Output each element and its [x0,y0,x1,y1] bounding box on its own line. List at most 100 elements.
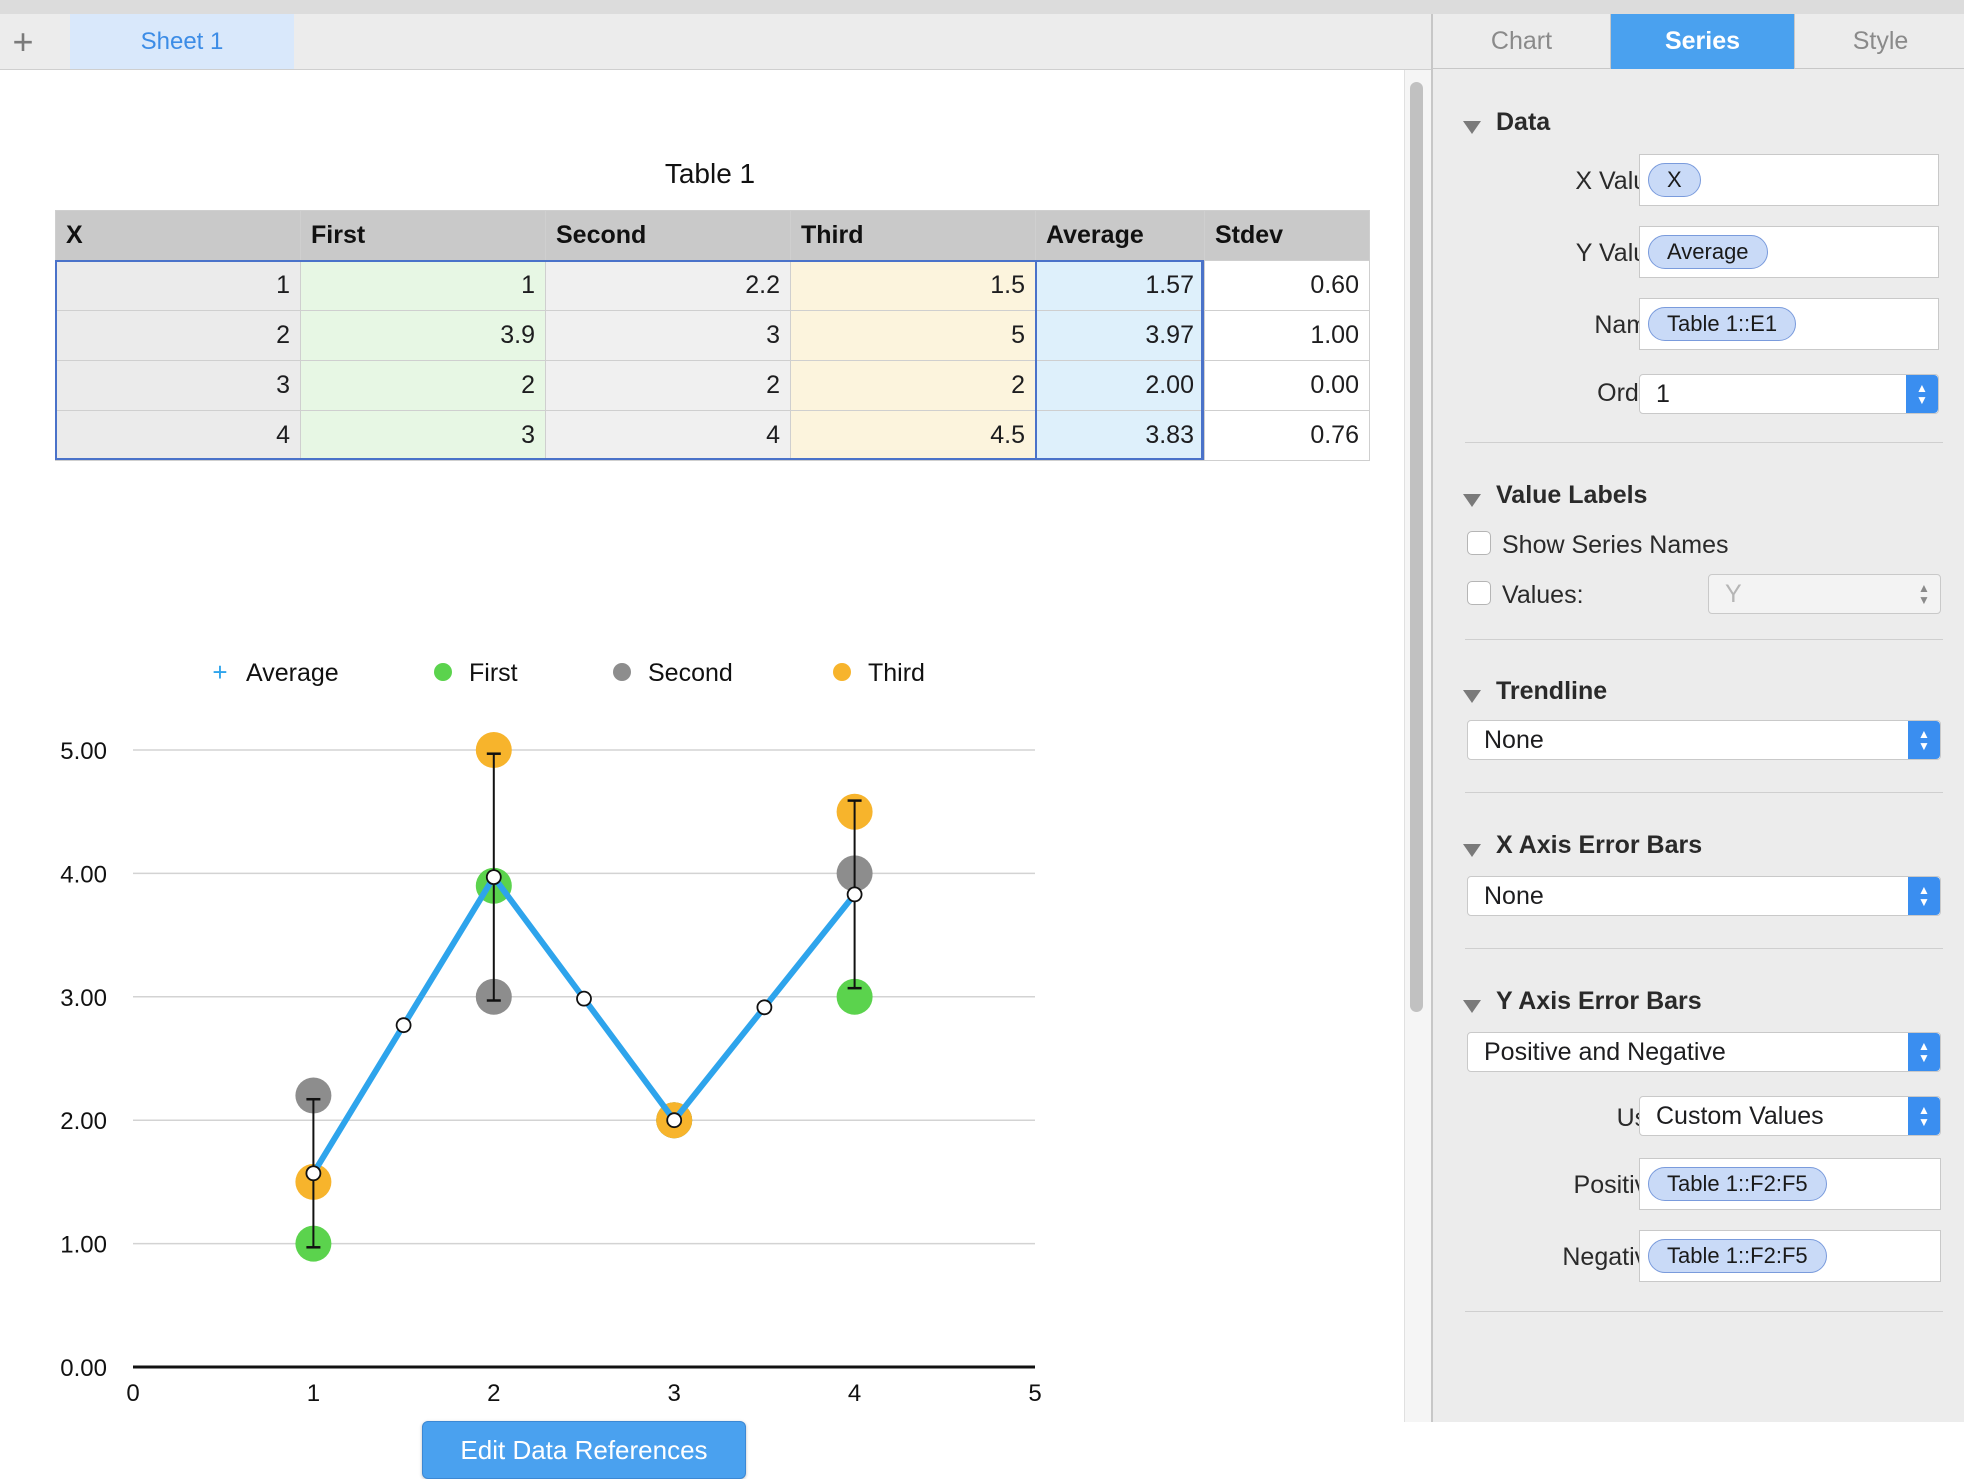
show-series-names-checkbox[interactable] [1467,531,1491,555]
header-cell-second[interactable]: Second [545,210,791,261]
table-cell[interactable]: 1 [55,260,301,311]
use-value: Custom Values [1656,1101,1824,1130]
data-point-average[interactable] [305,1165,322,1182]
table-cell[interactable]: 0.76 [1204,410,1370,461]
trendline-select[interactable]: None ▲ ▼ [1467,720,1941,760]
select-chevron-icon: ▲ ▼ [1906,375,1938,413]
y-value-token[interactable]: Average [1648,235,1768,269]
table-cell[interactable]: 4.5 [790,410,1036,461]
table-cell[interactable]: 0.60 [1204,260,1370,311]
format-inspector: Chart Series Style Data X Value: X Y Val… [1431,14,1964,1422]
table-cell[interactable]: 4 [55,410,301,461]
data-point-third[interactable] [475,732,512,768]
data-point-average[interactable] [485,869,502,886]
section-divider [1465,948,1943,949]
disclosure-triangle-icon[interactable] [1463,690,1481,703]
x-tick-label: 1 [307,1380,320,1407]
name-field[interactable]: Table 1::E1 [1639,298,1939,350]
header-cell-stdev[interactable]: Stdev [1204,210,1370,261]
sheet-tab-bar: + Sheet 1 [0,14,1431,70]
section-divider [1465,792,1943,793]
tab-series[interactable]: Series [1611,14,1794,69]
line-handle-point[interactable] [756,999,773,1016]
section-divider [1465,1311,1943,1312]
table-cell[interactable]: 2 [790,360,1036,411]
table-cell[interactable]: 2.2 [545,260,791,311]
data-point-second[interactable] [295,1077,332,1114]
tab-chart[interactable]: Chart [1433,14,1611,69]
table-cell[interactable]: 3.83 [1035,410,1205,461]
table-row: 1 1 2.2 1.5 1.57 0.60 [55,260,1370,311]
select-chevron-icon: ▲ ▼ [1908,877,1940,915]
positive-field[interactable]: Table 1::F2:F5 [1639,1158,1941,1210]
table-cell[interactable]: 5 [790,310,1036,361]
values-checkbox[interactable] [1467,581,1491,605]
table-cell[interactable]: 3 [545,310,791,361]
line-handle-point[interactable] [395,1017,412,1034]
show-series-names-label: Show Series Names [1502,531,1729,559]
table-cell[interactable]: 3 [55,360,301,411]
disclosure-triangle-icon[interactable] [1463,844,1481,857]
scrollbar-thumb[interactable] [1410,82,1423,1012]
table-cell[interactable]: 1.57 [1035,260,1205,311]
legend-marker-first [434,663,452,681]
table-cell[interactable]: 0.00 [1204,360,1370,411]
section-title-data[interactable]: Data [1496,108,1551,136]
y-error-bars-value: Positive and Negative [1484,1037,1726,1066]
scatter-chart[interactable]: 0.00 1.00 2.00 3.00 4.00 5.00 0 1 2 3 4 5 + Average Fi… [0,640,1100,1410]
disclosure-triangle-icon[interactable] [1463,121,1481,134]
table-cell[interactable]: 1.5 [790,260,1036,311]
use-select[interactable]: Custom Values ▲ ▼ [1639,1096,1941,1136]
name-token[interactable]: Table 1::E1 [1648,307,1797,341]
section-title-x-error-bars[interactable]: X Axis Error Bars [1496,831,1703,859]
trendline-value: None [1484,725,1544,754]
table-cell[interactable]: 3.9 [300,310,546,361]
add-sheet-button[interactable]: + [12,20,34,62]
values-select[interactable]: Y ▲ ▼ [1708,574,1941,614]
table-cell[interactable]: 1.00 [1204,310,1370,361]
section-title-trendline[interactable]: Trendline [1496,677,1608,705]
table-cell[interactable]: 2.00 [1035,360,1205,411]
y-tick-label: 4.00 [60,861,107,888]
order-select[interactable]: 1 ▲ ▼ [1639,374,1939,414]
header-cell-average[interactable]: Average [1035,210,1205,261]
values-select-value: Y [1725,579,1742,608]
table-cell[interactable]: 2 [300,360,546,411]
table-cell[interactable]: 1 [300,260,546,311]
select-chevron-icon: ▲ ▼ [1908,1033,1940,1071]
positive-token[interactable]: Table 1::F2:F5 [1648,1167,1827,1201]
header-cell-third[interactable]: Third [790,210,1036,261]
legend-label-first: First [469,659,518,687]
header-cell-x[interactable]: X [55,210,301,261]
table-cell[interactable]: 2 [545,360,791,411]
section-title-y-error-bars[interactable]: Y Axis Error Bars [1496,987,1702,1015]
x-value-token[interactable]: X [1648,163,1701,197]
edit-data-references-button[interactable]: Edit Data References [422,1421,746,1479]
data-table[interactable]: X First Second Third Average Stdev 1 1 2… [55,210,1370,461]
table-cell[interactable]: 3 [300,410,546,461]
tab-sheet-1[interactable]: Sheet 1 [70,14,294,69]
y-value-field[interactable]: Average [1639,226,1939,278]
table-row: 3 2 2 2 2.00 0.00 [55,360,1370,411]
data-point-average[interactable] [666,1112,683,1129]
table-cell[interactable]: 3.97 [1035,310,1205,361]
section-title-value-labels[interactable]: Value Labels [1496,481,1648,509]
disclosure-triangle-icon[interactable] [1463,494,1481,507]
disclosure-triangle-icon[interactable] [1463,1000,1481,1013]
x-value-field[interactable]: X [1639,154,1939,206]
data-point-first[interactable] [836,978,873,1015]
data-point-average[interactable] [846,886,863,903]
table-cell[interactable]: 4 [545,410,791,461]
x-error-bars-select[interactable]: None ▲ ▼ [1467,876,1941,916]
tab-style[interactable]: Style [1794,14,1964,69]
legend-marker-third [833,663,851,681]
x-tick-label: 0 [126,1380,139,1407]
line-handle-point[interactable] [576,990,592,1007]
average-series-line[interactable] [310,874,858,1177]
y-error-bars-select[interactable]: Positive and Negative ▲ ▼ [1467,1032,1941,1072]
negative-field[interactable]: Table 1::F2:F5 [1639,1230,1941,1282]
header-cell-first[interactable]: First [300,210,546,261]
table-cell[interactable]: 2 [55,310,301,361]
table-title[interactable]: Table 1 [664,158,756,189]
negative-token[interactable]: Table 1::F2:F5 [1648,1239,1827,1273]
